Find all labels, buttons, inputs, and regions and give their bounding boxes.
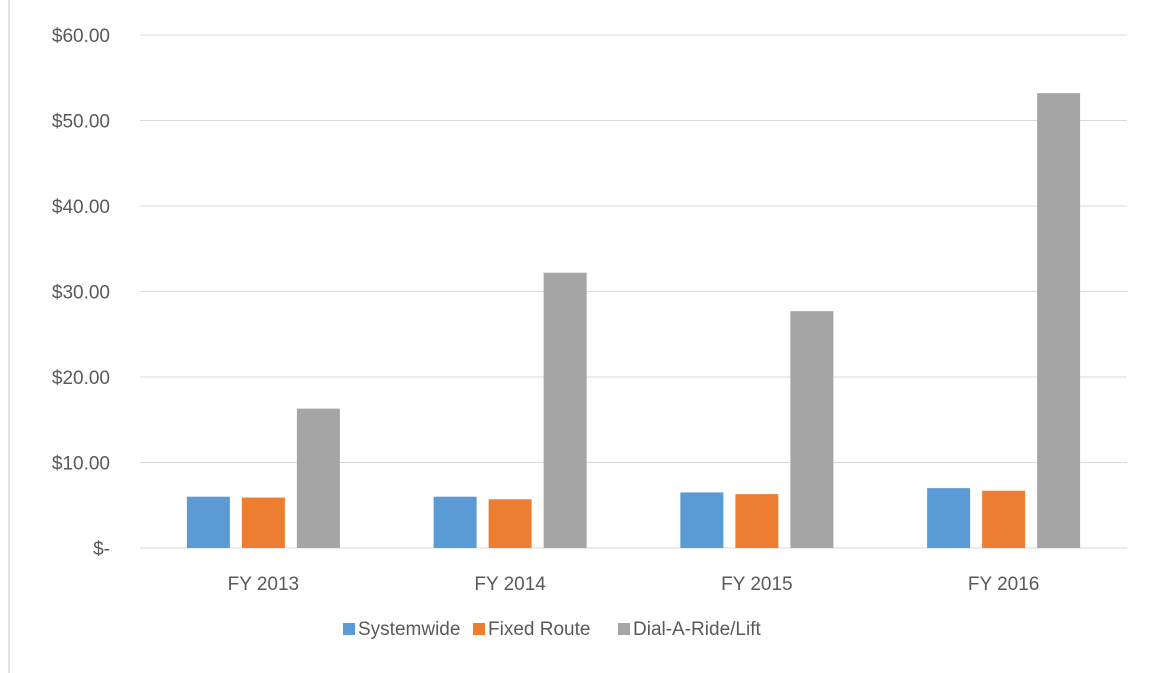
- legend-label: Systemwide: [358, 619, 460, 640]
- x-axis: FY 2013 FY 2014 FY 2015 FY 2016: [228, 574, 1040, 595]
- x-tick-label: FY 2015: [721, 574, 792, 595]
- bar-fixed-route-fy-2016: [982, 490, 1026, 548]
- bar-fixed-route-fy-2014: [488, 499, 532, 548]
- bar-dial-a-ride-lift-fy-2015: [790, 311, 834, 548]
- y-tick-label: $20.00: [52, 368, 110, 389]
- legend-swatch: [473, 623, 485, 635]
- y-tick-label: $-: [93, 539, 110, 560]
- x-tick-label: FY 2014: [474, 574, 546, 595]
- bars: [186, 93, 1081, 548]
- y-tick-label: $60.00: [52, 26, 110, 47]
- legend-label: Dial-A-Ride/Lift: [633, 619, 761, 640]
- y-axis: $- $10.00 $20.00 $30.00 $40.00 $50.00 $60.00: [52, 26, 110, 560]
- legend-swatch: [618, 623, 630, 635]
- y-tick-label: $30.00: [52, 283, 110, 304]
- gridlines: [140, 34, 1127, 549]
- legend: Systemwide Fixed Route Dial-A-Ride/Lift: [343, 619, 761, 640]
- legend-label: Fixed Route: [488, 619, 590, 640]
- bar-systemwide-fy-2013: [186, 496, 230, 548]
- y-tick-label: $50.00: [52, 112, 110, 133]
- bar-systemwide-fy-2014: [433, 496, 477, 548]
- y-tick-label: $10.00: [52, 454, 110, 475]
- x-tick-label: FY 2013: [228, 574, 299, 595]
- bar-dial-a-ride-lift-fy-2013: [296, 408, 340, 548]
- bar-fixed-route-fy-2015: [735, 494, 779, 548]
- bar-systemwide-fy-2015: [680, 492, 724, 548]
- bar-dial-a-ride-lift-fy-2014: [543, 272, 587, 548]
- bar-systemwide-fy-2016: [927, 488, 971, 548]
- bar-dial-a-ride-lift-fy-2016: [1037, 93, 1081, 548]
- x-tick-label: FY 2016: [968, 574, 1039, 595]
- legend-swatch: [343, 623, 355, 635]
- bar-fixed-route-fy-2013: [241, 497, 285, 548]
- y-tick-label: $40.00: [52, 197, 110, 218]
